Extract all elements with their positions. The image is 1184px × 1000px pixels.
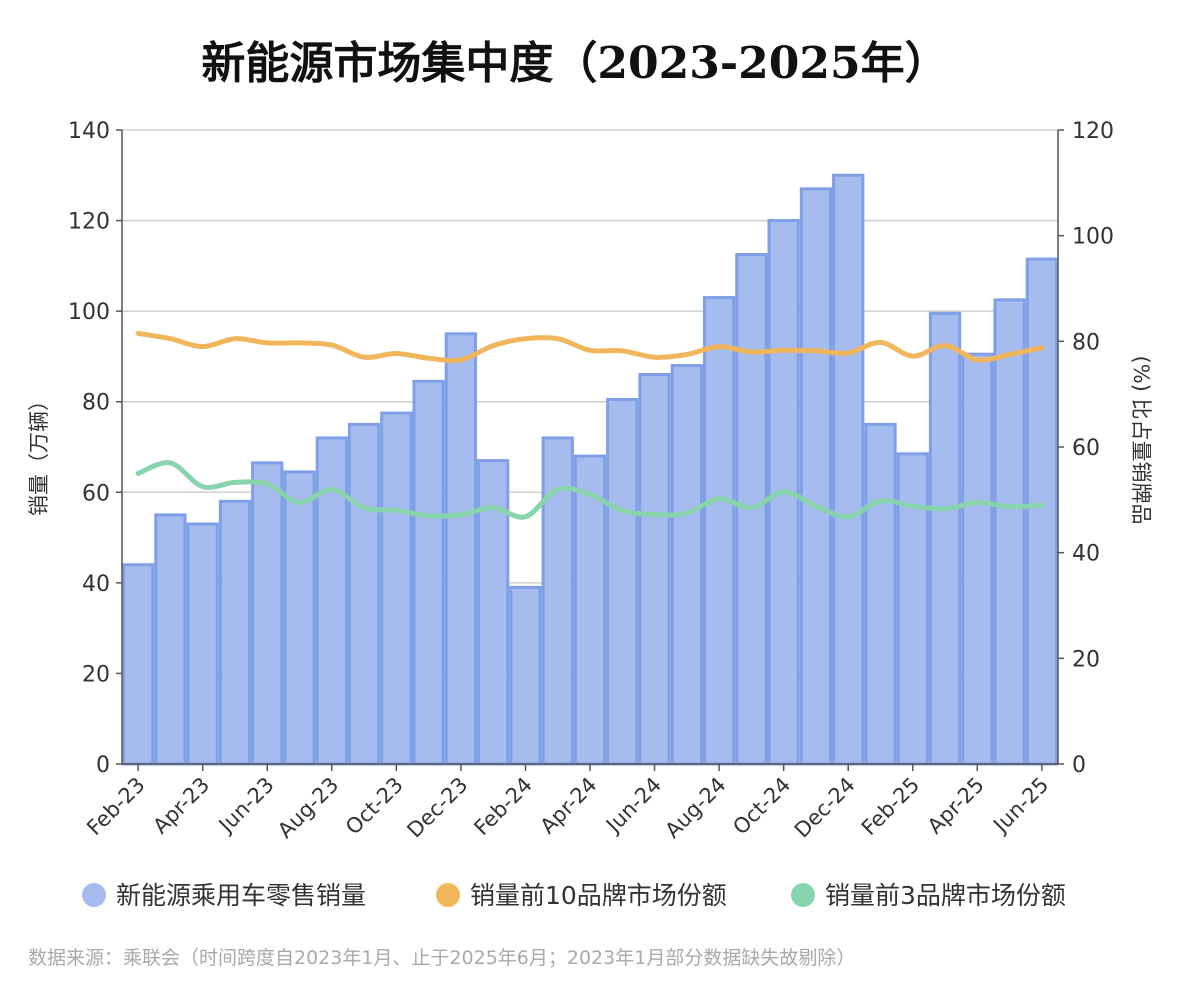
y2-tick-label: 40 (1072, 542, 1100, 567)
bar (283, 470, 316, 766)
bar (896, 452, 929, 766)
bar (832, 173, 865, 766)
bar (412, 379, 445, 766)
y-tick-label: 120 (68, 210, 110, 235)
y-tick-label: 140 (68, 119, 110, 144)
bar (928, 311, 962, 766)
x-tick-label: Jun-24 (600, 773, 666, 839)
x-tick-label: Dec-23 (402, 773, 472, 843)
bar (541, 436, 574, 766)
x-tick-label: Jun-25 (988, 773, 1054, 839)
y-tick-label: 80 (82, 391, 110, 416)
top10-share-line (135, 330, 1045, 364)
legend-label: 销量前3品牌市场份额 (825, 881, 1066, 910)
chart-title: 新能源市场集中度（2023-2025年） (201, 38, 948, 89)
y2-tick-label: 60 (1072, 436, 1100, 461)
bar (864, 422, 897, 766)
y2-tick-label: 0 (1072, 753, 1086, 778)
y-axis-label: 销量（万辆） (27, 390, 51, 516)
left-y-ticks: 0 20 40 60 80 100 120 140 (68, 119, 122, 778)
bar (735, 253, 768, 766)
bar (186, 522, 219, 766)
bar (380, 411, 413, 766)
top3-share-line (135, 460, 1045, 520)
legend-marker (436, 883, 460, 907)
y2-tick-label: 80 (1072, 330, 1100, 355)
x-tick-label: Apr-23 (148, 773, 214, 839)
x-tick-label: Apr-25 (923, 773, 989, 839)
x-tick-label: Apr-24 (536, 773, 602, 839)
x-tick-label: Oct-24 (728, 773, 795, 840)
bar (799, 187, 833, 766)
source-note: 数据来源：乘联会（时间跨度自2023年1月、止于2025年6月；2023年1月部… (28, 947, 855, 969)
legend-label: 销量前10品牌市场份额 (470, 881, 727, 910)
bar (251, 461, 284, 766)
y2-tick-label: 120 (1072, 119, 1114, 144)
y2-axis-label: (%) 比占量销牌品 (1129, 355, 1153, 524)
y2-tick-label: 20 (1072, 647, 1100, 672)
bar (122, 563, 155, 766)
bar (509, 585, 542, 766)
x-tick-label: Feb-23 (82, 773, 150, 841)
bar (444, 332, 478, 766)
line-series (135, 330, 1045, 520)
bar (638, 373, 671, 766)
legend-marker (82, 883, 106, 907)
x-tick-label: Feb-24 (469, 773, 537, 841)
right-y-ticks: 0 20 40 60 80 100 120 (1058, 119, 1114, 778)
y2-tick-label: 100 (1072, 225, 1114, 250)
x-tick-label: Jun-23 (213, 773, 279, 839)
bar (606, 397, 639, 766)
bar (670, 363, 703, 766)
bar (218, 499, 252, 766)
x-tick-label: Feb-25 (857, 773, 925, 841)
legend: 新能源乘用车零售销量 销量前10品牌市场份额 销量前3品牌市场份额 (82, 881, 1066, 910)
y-tick-label: 40 (82, 572, 110, 597)
y-tick-label: 60 (82, 481, 110, 506)
y-tick-label: 20 (82, 662, 110, 687)
bar (573, 454, 607, 766)
x-tick-label: Aug-24 (660, 773, 730, 843)
bar-series (122, 173, 1058, 766)
bar (961, 352, 994, 766)
bar (347, 422, 381, 766)
x-tick-label: Aug-23 (273, 773, 343, 843)
y-tick-label: 0 (96, 753, 110, 778)
y-tick-label: 100 (68, 300, 110, 325)
legend-marker (791, 883, 815, 907)
bar (154, 513, 187, 766)
x-tick-label: Dec-24 (790, 773, 860, 843)
x-tick-label: Oct-23 (341, 773, 408, 840)
bar (702, 296, 736, 766)
bar (993, 298, 1026, 766)
legend-label: 新能源乘用车零售销量 (116, 881, 366, 910)
bar (1025, 257, 1058, 766)
